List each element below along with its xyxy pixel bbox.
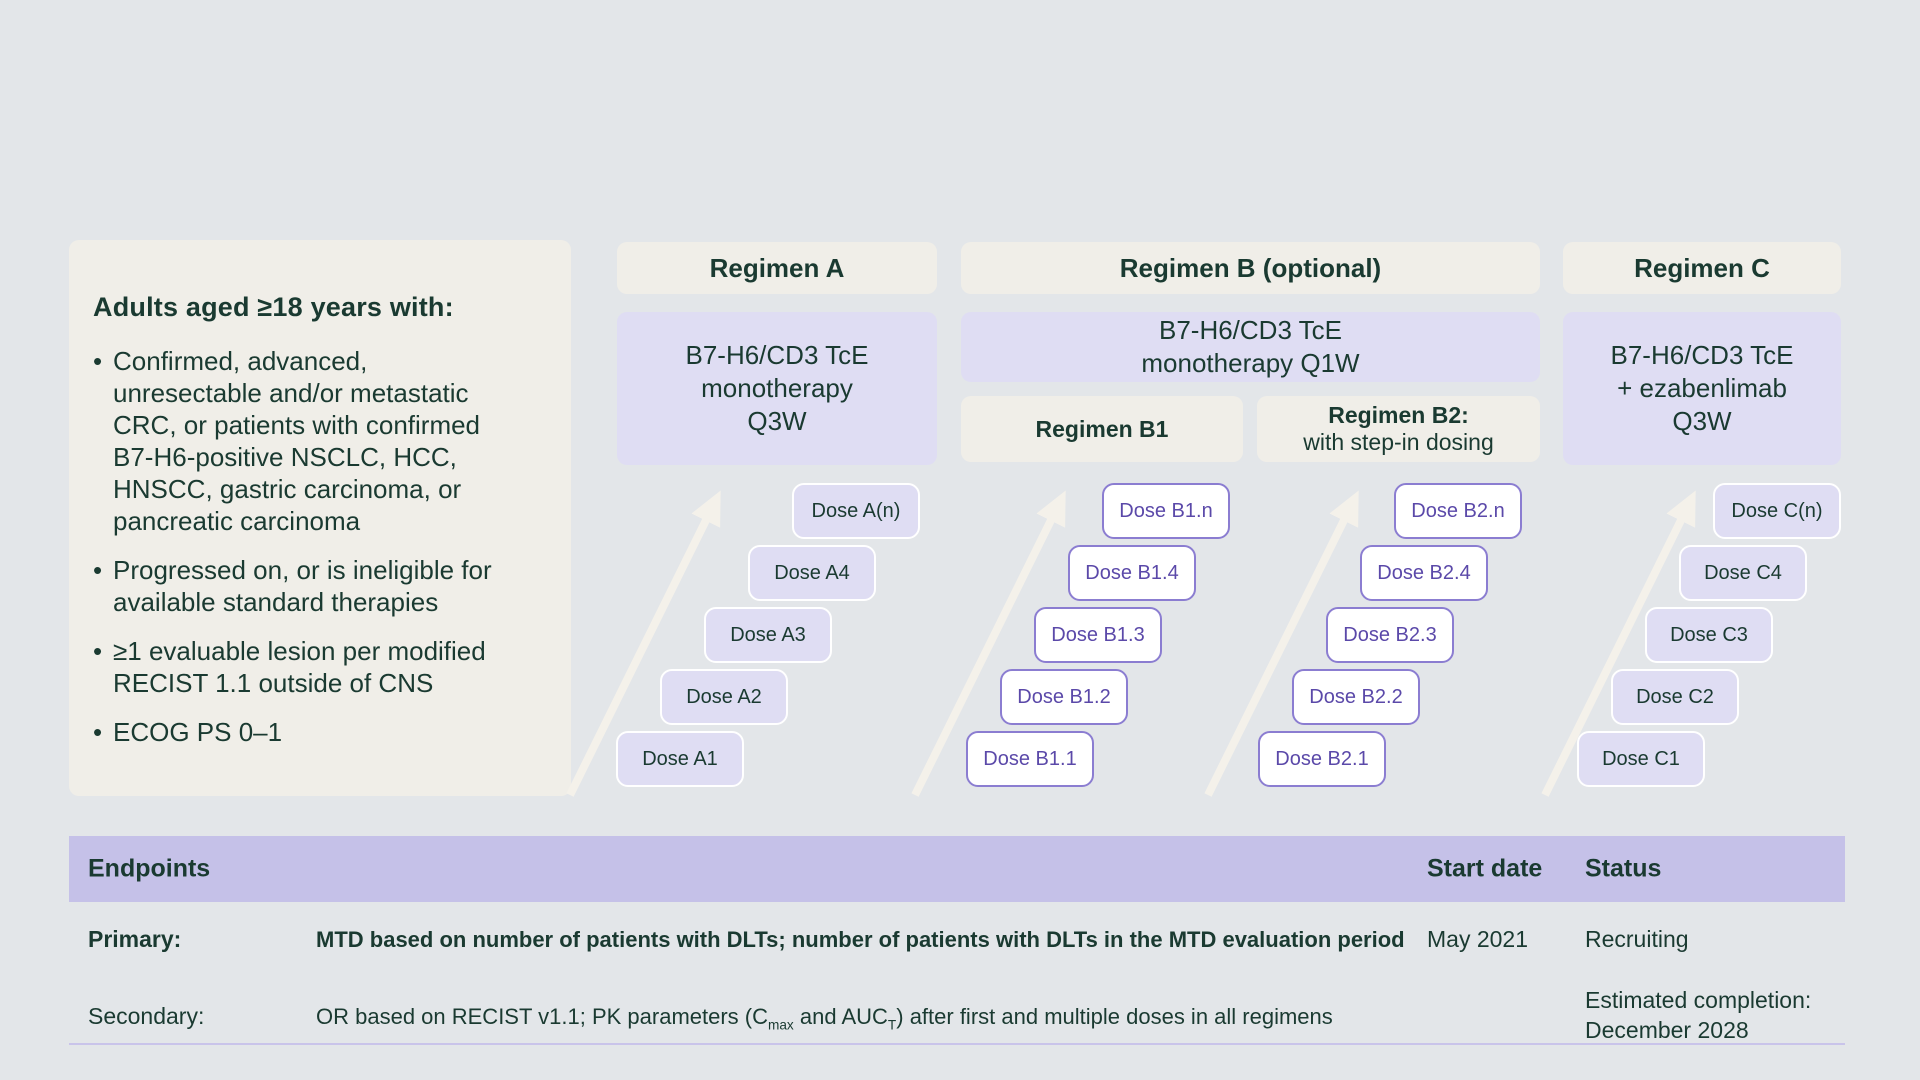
dose-escalation-arrow-b2 [1204,490,1359,797]
regimen-a-treatment-box: B7-H6/CD3 TcE monotherapy Q3W [617,312,937,465]
dose-box-b1-2: Dose B1.2 [1000,669,1128,725]
dose-box-b1-n: Dose B1.n [1102,483,1230,539]
primary-endpoint-label: Primary: [88,926,182,952]
regimen-c-treatment-box: B7-H6/CD3 TcE + ezabenlimab Q3W [1563,312,1841,465]
dose-box-b1-3: Dose B1.3 [1034,607,1162,663]
table-bottom-divider [69,1043,1845,1045]
start-date-column-header: Start date [1427,854,1543,883]
endpoints-table: Endpoints Start date Status Primary: MTD… [69,836,1845,1048]
regimen-a-header: Regimen A [617,242,937,294]
dose-escalation-arrow-c [1541,490,1696,797]
endpoints-table-header: Endpoints Start date Status [69,836,1845,902]
endpoints-column-header: Endpoints [88,854,211,883]
dose-box-c2: Dose C2 [1611,669,1739,725]
eligibility-bullet: ECOG PS 0–1 [93,716,541,748]
dose-box-cn: Dose C(n) [1713,483,1841,539]
regimen-c-header: Regimen C [1563,242,1841,294]
dose-escalation-arrow-a [566,490,721,797]
estimated-completion: Estimated completion: December 2028 [1585,987,1812,1043]
eligibility-bullet: Progressed on, or is ineligible for avai… [93,554,541,618]
dose-box-b1-1: Dose B1.1 [966,731,1094,787]
dose-box-a3: Dose A3 [704,607,832,663]
dose-box-b2-n: Dose B2.n [1394,483,1522,539]
eligibility-bullet: Confirmed, advanced, unresectable and/or… [93,345,541,537]
dose-box-b2-4: Dose B2.4 [1360,545,1488,601]
regimen-b1-subheader: Regimen B1 [961,396,1243,462]
dose-box-b2-2: Dose B2.2 [1292,669,1420,725]
regimen-b-header: Regimen B (optional) [961,242,1540,294]
dose-box-b2-3: Dose B2.3 [1326,607,1454,663]
primary-endpoint-description: MTD based on number of patients with DLT… [316,927,1405,952]
eligibility-list: Confirmed, advanced, unresectable and/or… [93,345,541,748]
dose-box-c4: Dose C4 [1679,545,1807,601]
dose-box-a4: Dose A4 [748,545,876,601]
secondary-endpoint-label: Secondary: [88,1003,205,1029]
dose-box-b2-1: Dose B2.1 [1258,731,1386,787]
eligibility-panel: Adults aged ≥18 years with: Confirmed, a… [69,240,571,796]
regimen-b-treatment-box: B7-H6/CD3 TcE monotherapy Q1W [961,312,1540,382]
dose-box-b1-4: Dose B1.4 [1068,545,1196,601]
dose-box-a1: Dose A1 [616,731,744,787]
secondary-endpoint-description: OR based on RECIST v1.1; PK parameters (… [316,1004,1333,1033]
eligibility-bullet: ≥1 evaluable lesion per modified RECIST … [93,635,541,699]
dose-box-c3: Dose C3 [1645,607,1773,663]
status-value: Recruiting [1585,926,1689,952]
start-date-value: May 2021 [1427,926,1529,952]
dose-box-an: Dose A(n) [792,483,920,539]
status-column-header: Status [1585,854,1662,883]
dose-box-c1: Dose C1 [1577,731,1705,787]
eligibility-title: Adults aged ≥18 years with: [93,292,454,322]
regimen-b2-subheader: Regimen B2: with step-in dosing [1257,396,1540,462]
dose-escalation-arrow-b1 [911,490,1066,797]
dose-box-a2: Dose A2 [660,669,788,725]
